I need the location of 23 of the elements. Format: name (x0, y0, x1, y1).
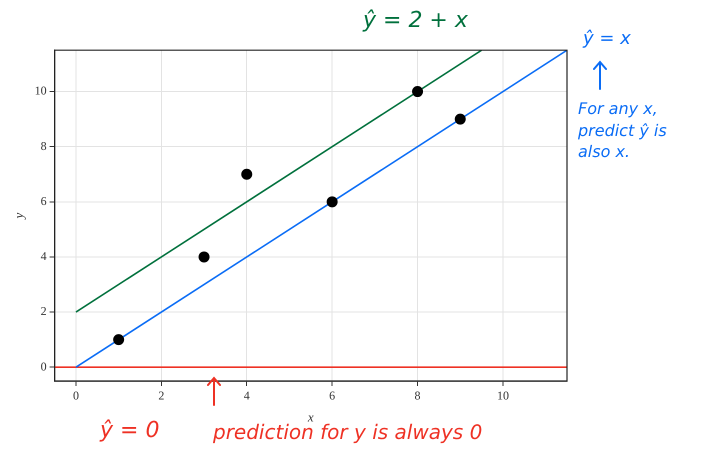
x-tick-label: 2 (158, 388, 164, 402)
point (113, 334, 124, 346)
point (412, 86, 424, 98)
y-tick-label: 10 (34, 84, 47, 98)
point (326, 196, 338, 208)
text: ŷ = x (583, 28, 631, 49)
x-tick-label: 0 (72, 388, 79, 402)
point (454, 114, 466, 125)
x-tick-label: 6 (329, 388, 336, 402)
x-tick-label: 8 (414, 388, 421, 402)
y-axis-title: y (11, 212, 26, 220)
text: For any x, predict ŷ is also x. (578, 98, 668, 163)
point (198, 251, 210, 262)
y-tick-label: 0 (40, 359, 47, 374)
point (241, 168, 252, 180)
text: ŷ = 0 (100, 418, 160, 443)
y-tick-label: 8 (40, 138, 47, 153)
x-tick-label: 4 (244, 388, 250, 402)
y-tick-label: 6 (40, 194, 47, 208)
y-tick-label: 4 (40, 249, 47, 264)
x-tick-label: 10 (496, 388, 509, 402)
y-tick-label: 2 (40, 304, 47, 318)
text: ŷ = 2 + x (363, 8, 468, 33)
